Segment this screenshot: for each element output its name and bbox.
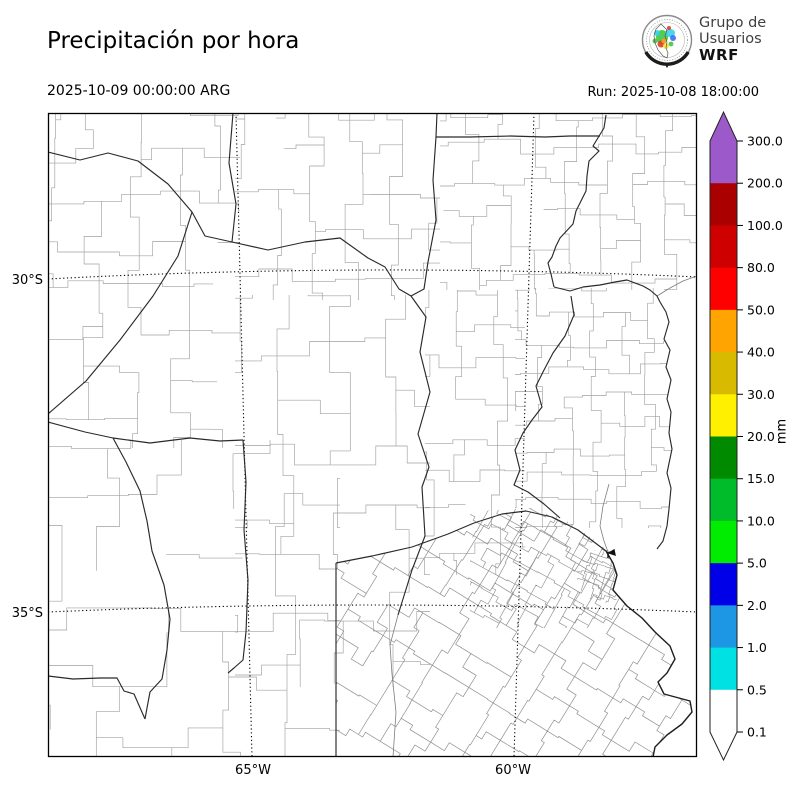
province-border: [112, 437, 244, 444]
colorbar-unit-label: mm: [774, 418, 790, 445]
logo-line-1: Grupo de: [699, 15, 767, 31]
province-border: [48, 421, 114, 439]
gridline: [48, 269, 697, 280]
department-mesh: [425, 290, 525, 575]
colorbar-segment: [710, 183, 737, 226]
model-run-label: Run: 2025-10-08 18:00:00: [587, 85, 759, 100]
province-border: [397, 295, 431, 616]
colorbar-tick-label: 30.0: [747, 387, 775, 402]
colorbar-segment: [710, 689, 737, 733]
colorbar-segment: [710, 520, 737, 564]
gridline: [235, 113, 253, 757]
colorbar-segment: [710, 478, 737, 522]
colorbar-tick-label: 40.0: [747, 345, 775, 360]
colorbar-segment: [710, 141, 737, 184]
minor-border: [389, 614, 399, 757]
province-border: [435, 113, 438, 138]
colorbar-segment: [710, 605, 737, 649]
colorbar-segment: [710, 225, 737, 269]
colorbar-tick-label: 0.5: [747, 682, 767, 697]
minor-border: [599, 483, 610, 553]
valid-datetime-label: 2025-10-09 00:00:00 ARG: [47, 83, 231, 99]
province-border: [227, 439, 249, 674]
gridline: [48, 604, 697, 613]
colorbar-segment: [710, 647, 737, 691]
logo-text: Grupo de Usuarios WRF: [699, 15, 766, 63]
lat-label-30s: 30°S: [11, 273, 43, 288]
colorbar-over-arrow: [710, 112, 737, 141]
department-mesh: [48, 440, 340, 757]
department-mesh: [470, 508, 644, 628]
province-border: [513, 295, 575, 519]
colorbar-segment: [710, 267, 737, 311]
department-mesh: [48, 113, 240, 448]
colorbar-under-arrow: [710, 732, 737, 760]
province-border: [231, 237, 412, 297]
lon-label-60w: 60°W: [495, 763, 531, 778]
colorbar-tick-label: 1.0: [747, 640, 767, 655]
gridline: [513, 113, 535, 757]
colorbar: 300.0 200.0 100.0 80.0 50.0 40.0 30.0 20.0 15.0 1…: [709, 110, 783, 762]
province-border: [48, 211, 193, 415]
coastline: [605, 550, 693, 757]
wrf-logo-icon: [641, 14, 693, 68]
province-border: [410, 136, 437, 297]
colorbar-segment: [710, 563, 737, 606]
department-mesh: [235, 295, 430, 687]
logo-line-2: Usuarios: [699, 31, 762, 47]
province-border: [335, 510, 607, 564]
rio-de-la-plata-water: [606, 284, 697, 757]
colorbar-tick-label: 100.0: [747, 218, 783, 233]
department-mesh: [440, 113, 697, 290]
colorbar-tick-label: 2.0: [747, 598, 767, 613]
colorbar-tick-label: 5.0: [747, 556, 767, 571]
colorbar-tick-label: 80.0: [747, 260, 775, 275]
minor-borders: [389, 275, 697, 757]
province-border: [228, 113, 237, 243]
province-border: [436, 135, 600, 138]
province-border: [48, 675, 146, 720]
colorbar-tick-label: 300.0: [747, 134, 783, 149]
province-border: [547, 114, 607, 288]
graticule-gridlines: [48, 113, 697, 757]
lon-label-65w: 65°W: [235, 763, 271, 778]
department-mesh: [336, 511, 692, 757]
colorbar-tick-label: 15.0: [747, 471, 775, 486]
logo-line-3: WRF: [699, 46, 739, 64]
province-borders: [48, 113, 673, 757]
colorbar-segment: [710, 309, 737, 353]
page-title: Precipitación por hora: [47, 28, 300, 54]
lat-label-35s: 35°S: [11, 606, 43, 621]
colorbar-tick-label: 0.1: [747, 725, 767, 740]
colorbar-tick-label: 20.0: [747, 429, 775, 444]
minor-border: [656, 275, 697, 297]
city-marker-icon: [607, 548, 616, 558]
map-frame: [47, 112, 698, 758]
colorbar-segment: [710, 394, 737, 437]
colorbar-tick-label: 200.0: [747, 176, 783, 191]
department-mesh: [235, 113, 440, 300]
colorbar-segment: [710, 436, 737, 480]
province-border: [553, 279, 673, 550]
province-border: [48, 151, 233, 243]
province-border: [112, 437, 171, 720]
colorbar-segment: [710, 352, 737, 395]
colorbar-tick-label: 50.0: [747, 302, 775, 317]
colorbar-tick-label: 10.0: [747, 513, 775, 528]
